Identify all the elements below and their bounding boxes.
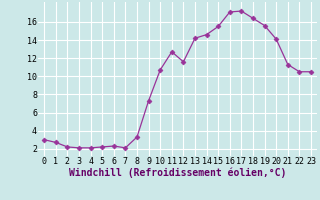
X-axis label: Windchill (Refroidissement éolien,°C): Windchill (Refroidissement éolien,°C) bbox=[69, 168, 286, 178]
